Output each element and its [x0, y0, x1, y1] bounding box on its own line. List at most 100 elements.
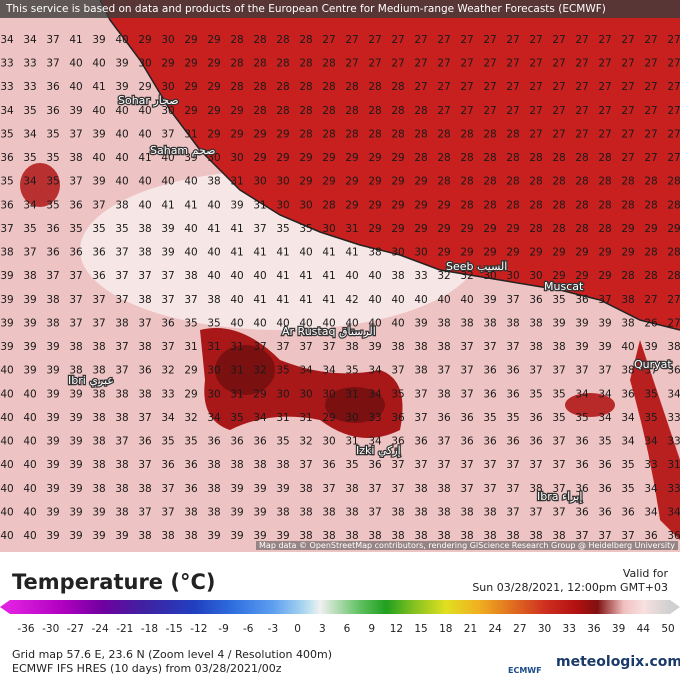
grid-value: 27: [483, 34, 496, 46]
grid-value: 39: [69, 436, 82, 448]
colorbar-tick: -18: [140, 623, 159, 635]
grid-value: 30: [276, 176, 289, 188]
grid-value: 41: [276, 294, 289, 306]
grid-value: 27: [460, 58, 473, 70]
grid-value: 40: [23, 436, 36, 448]
grid-value: 35: [0, 176, 13, 188]
grid-value: 28: [506, 199, 519, 211]
grid-value: 28: [667, 270, 680, 282]
grid-value: 27: [667, 317, 680, 329]
grid-value: 36: [529, 294, 543, 306]
grid-value: 40: [0, 530, 13, 542]
grid-value: 34: [253, 412, 267, 424]
grid-value: 37: [598, 530, 611, 542]
grid-value: 36: [598, 459, 612, 471]
grid-value: 40: [391, 317, 404, 329]
grid-value: 36: [391, 412, 405, 424]
grid-value: 40: [138, 128, 151, 140]
grid-value: 29: [345, 199, 358, 211]
grid-value: 27: [621, 58, 634, 70]
grid-value: 38: [115, 317, 128, 329]
grid-value: 29: [138, 34, 151, 46]
grid-value: 29: [575, 247, 588, 259]
grid-value: 28: [644, 176, 657, 188]
grid-value: 35: [23, 223, 36, 235]
colorbar-tick: -36: [17, 623, 35, 635]
grid-value: 27: [391, 58, 404, 70]
grid-value: 41: [276, 247, 289, 259]
grid-value: 35: [184, 436, 197, 448]
grid-value: 38: [552, 341, 565, 353]
grid-value: 39: [92, 176, 105, 188]
grid-value: 38: [161, 530, 174, 542]
grid-value: 39: [46, 436, 59, 448]
grid-value: 36: [598, 506, 612, 518]
grid-value: 39: [115, 81, 128, 93]
grid-value: 37: [92, 199, 105, 211]
grid-value: 28: [299, 58, 312, 70]
grid-value: 41: [184, 199, 197, 211]
grid-value: 38: [0, 247, 13, 259]
grid-value: 33: [23, 81, 36, 93]
grid-value: 27: [575, 81, 588, 93]
grid-value: 27: [506, 105, 519, 117]
grid-value: 29: [483, 247, 496, 259]
grid-value: 27: [598, 128, 611, 140]
grid-value: 39: [276, 530, 289, 542]
grid-value: 28: [230, 58, 243, 70]
grid-value: 37: [69, 294, 82, 306]
grid-value: 38: [69, 365, 82, 377]
grid-value: 36: [575, 459, 589, 471]
grid-value: 37: [414, 412, 427, 424]
grid-value: 29: [391, 223, 404, 235]
brand[interactable]: meteologix.com: [556, 654, 680, 670]
colorbar-tick: 27: [513, 623, 527, 635]
grid-value: 30: [161, 105, 174, 117]
grid-value: 29: [552, 270, 565, 282]
grid-value: 28: [667, 247, 680, 259]
place-label: Quryat: [634, 358, 672, 371]
grid-value: 41: [207, 223, 220, 235]
grid-value: 38: [506, 317, 519, 329]
grid-value: 35: [92, 223, 105, 235]
grid-value: 26: [644, 317, 658, 329]
grid-value: 27: [598, 105, 611, 117]
grid-value: 37: [552, 459, 565, 471]
grid-value: 28: [644, 247, 657, 259]
grid-value: 38: [345, 506, 358, 518]
grid-value: 39: [69, 412, 82, 424]
grid-value: 35: [299, 223, 312, 235]
grid-value: 40: [115, 128, 128, 140]
grid-value: 28: [322, 58, 335, 70]
grid-value: 34: [368, 388, 382, 400]
grid-value: 28: [621, 199, 634, 211]
colorbar-tick: -6: [242, 623, 254, 635]
grid-value: 39: [23, 317, 36, 329]
grid-value: 28: [276, 58, 289, 70]
grid-value: 38: [322, 530, 335, 542]
grid-value: 29: [506, 223, 519, 235]
grid-value: 29: [184, 34, 197, 46]
grid-value: 34: [598, 412, 612, 424]
grid-value: 28: [552, 199, 565, 211]
grid-value: 27: [575, 34, 588, 46]
grid-value: 37: [115, 365, 128, 377]
grid-value: 41: [161, 199, 174, 211]
grid-value: 40: [621, 341, 634, 353]
grid-value: 29: [368, 223, 381, 235]
grid-value: 30: [276, 199, 289, 211]
grid-value: 29: [391, 199, 404, 211]
grid-value: 27: [414, 58, 427, 70]
grid-value: 38: [368, 247, 381, 259]
grid-value: 37: [506, 483, 519, 495]
grid-value: 35: [552, 412, 565, 424]
grid-value: 38: [437, 388, 450, 400]
grid-value: 33: [667, 436, 680, 448]
grid-value: 35: [184, 317, 197, 329]
colorbar-tick: -21: [116, 623, 134, 635]
grid-value: 40: [437, 294, 450, 306]
grid-value: 36: [253, 436, 267, 448]
grid-value: 39: [23, 294, 36, 306]
grid-value: 38: [207, 176, 220, 188]
grid-value: 35: [0, 128, 13, 140]
